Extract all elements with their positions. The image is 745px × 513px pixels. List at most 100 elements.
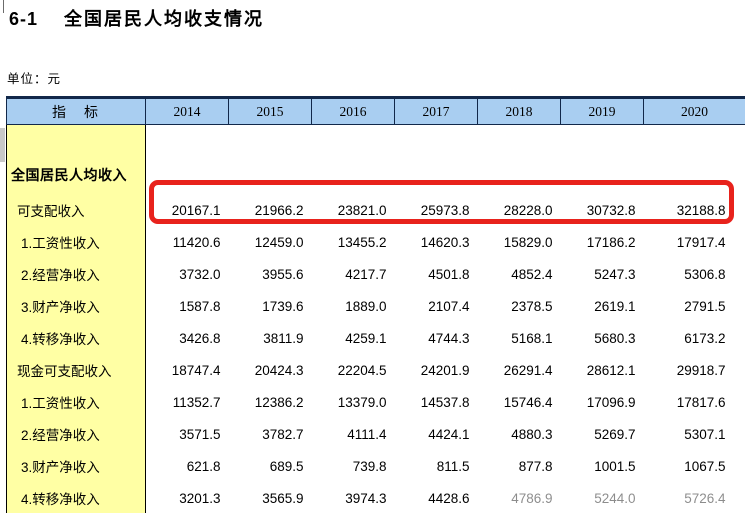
- year-header: 2019: [560, 96, 644, 125]
- year-header: 2016: [311, 96, 395, 125]
- row-label: 2.经营净收入: [6, 418, 146, 450]
- year-header: 2015: [228, 96, 312, 125]
- value-cell: 3565.9: [262, 490, 304, 506]
- value-cell: 2378.5: [511, 298, 553, 314]
- value-cell: 3732.0: [179, 266, 221, 282]
- value-cell: [561, 125, 644, 195]
- value-cell: 28228.0: [503, 202, 553, 218]
- value-cell: 15746.4: [503, 394, 553, 410]
- value-cell: 17817.6: [676, 394, 726, 410]
- value-cell: 11352.7: [172, 394, 221, 410]
- value-cell: 1587.8: [179, 298, 221, 314]
- value-cell: 2791.5: [684, 298, 726, 314]
- row-label: 现金可支配收入: [6, 354, 146, 386]
- value-cell: 4424.1: [428, 426, 470, 442]
- table-row: 可支配收入 20167.1 21966.2 23821.0 25973.8 28228.0…: [6, 194, 745, 226]
- value-cell: 32188.8: [676, 202, 726, 218]
- value-cell: 4786.9: [511, 490, 553, 506]
- table-header-row: 指 标 2014 2015 2016 2017 2018 2019 2020: [6, 96, 745, 125]
- value-cell: 11420.6: [172, 234, 221, 250]
- table-row: 1.工资性收入 11420.6 12459.0 13455.2 14620.3 15829…: [6, 226, 745, 258]
- value-cell: [312, 125, 395, 195]
- value-cell: 17096.9: [586, 394, 636, 410]
- row-label: 1.工资性收入: [6, 386, 146, 418]
- indicator-column-header: 指 标: [6, 96, 146, 125]
- value-cell: 1739.6: [262, 298, 304, 314]
- value-cell: 12386.2: [254, 394, 304, 410]
- value-cell: 3955.6: [262, 266, 304, 282]
- value-cell: [229, 125, 312, 195]
- year-header: 2020: [643, 96, 745, 125]
- value-cell: 2619.1: [594, 298, 636, 314]
- value-cell: 4852.4: [511, 266, 553, 282]
- value-cell: 17186.2: [586, 234, 636, 250]
- row-label: 可支配收入: [6, 194, 146, 226]
- year-header: 2014: [145, 96, 229, 125]
- value-cell: [478, 125, 561, 195]
- year-header: 2017: [394, 96, 478, 125]
- value-cell: 13379.0: [337, 394, 387, 410]
- table-row: 1.工资性收入 11352.7 12386.2 13379.0 14537.8 15746…: [6, 386, 745, 418]
- value-cell: 5680.3: [594, 330, 636, 346]
- value-cell: 24201.9: [420, 362, 470, 378]
- table-row: 4.转移净收入 3426.8 3811.9 4259.1 4744.3 5168.1 568…: [6, 322, 745, 354]
- value-cell: 877.8: [518, 458, 553, 474]
- value-cell: 5726.4: [684, 490, 726, 506]
- value-cell: 3811.9: [263, 330, 304, 346]
- row-label: 全国居民人均收入: [6, 124, 146, 194]
- value-cell: 14620.3: [420, 234, 470, 250]
- value-cell: 811.5: [436, 458, 470, 474]
- value-cell: 14537.8: [420, 394, 470, 410]
- value-cell: 4501.8: [428, 266, 470, 282]
- table-row: 2.经营净收入 3571.5 3782.7 4111.4 4424.1 4880.3 526…: [6, 418, 745, 450]
- value-cell: 26291.4: [503, 362, 553, 378]
- value-cell: 15829.0: [503, 234, 553, 250]
- group-row: 全国居民人均收入: [6, 124, 745, 195]
- row-label: 1.工资性收入: [6, 226, 146, 258]
- row-label: 4.转移净收入: [6, 482, 146, 513]
- value-cell: 621.8: [186, 458, 221, 474]
- value-cell: 4744.3: [428, 330, 470, 346]
- scrollbar-thumb[interactable]: [0, 128, 5, 162]
- value-cell: 25973.8: [420, 202, 470, 218]
- row-label: 4.转移净收入: [6, 322, 146, 354]
- value-cell: 3782.7: [262, 426, 304, 442]
- value-cell: 1001.5: [594, 458, 636, 474]
- table-number: 6-1: [9, 9, 39, 29]
- value-cell: [146, 125, 229, 195]
- value-cell: 1067.5: [684, 458, 726, 474]
- table-title-text: 全国居民人均收支情况: [64, 9, 265, 29]
- value-cell: [644, 125, 745, 195]
- value-cell: 5168.1: [511, 330, 553, 346]
- value-cell: 17917.4: [676, 234, 726, 250]
- value-cell: 4217.7: [345, 266, 387, 282]
- row-label: 3.财产净收入: [6, 290, 146, 322]
- table-row: 3.财产净收入 1587.8 1739.6 1889.0 2107.4 2378.5 261…: [6, 290, 745, 322]
- value-cell: 4428.6: [428, 490, 470, 506]
- value-cell: 23821.0: [337, 202, 387, 218]
- value-cell: 3426.8: [179, 330, 221, 346]
- value-cell: 3571.5: [179, 426, 221, 442]
- row-label: 2.经营净收入: [6, 258, 146, 290]
- value-cell: 3974.3: [345, 490, 387, 506]
- value-cell: 1889.0: [345, 298, 387, 314]
- value-cell: 21966.2: [254, 202, 304, 218]
- row-label: 3.财产净收入: [6, 450, 146, 482]
- value-cell: 4880.3: [511, 426, 553, 442]
- table-row: 2.经营净收入 3732.0 3955.6 4217.7 4501.8 4852.4 524…: [6, 258, 745, 290]
- value-cell: 689.5: [269, 458, 304, 474]
- value-cell: 12459.0: [254, 234, 304, 250]
- value-cell: 5247.3: [594, 266, 636, 282]
- value-cell: 6173.2: [684, 330, 726, 346]
- year-header: 2018: [477, 96, 561, 125]
- value-cell: 3201.3: [179, 490, 221, 506]
- page-title: 6-1 全国居民人均收支情况: [9, 5, 264, 31]
- value-cell: 22204.5: [337, 362, 387, 378]
- value-cell: [395, 125, 478, 195]
- value-cell: 739.8: [352, 458, 387, 474]
- value-cell: 20424.3: [254, 362, 304, 378]
- table-row: 现金可支配收入 18747.4 20424.3 22204.5 24201.9 26291…: [6, 354, 745, 386]
- value-cell: 20167.1: [171, 202, 221, 218]
- value-cell: 5306.8: [684, 266, 726, 282]
- table-row: 4.转移净收入 3201.3 3565.9 3974.3 4428.6 4786.9 524…: [6, 482, 745, 513]
